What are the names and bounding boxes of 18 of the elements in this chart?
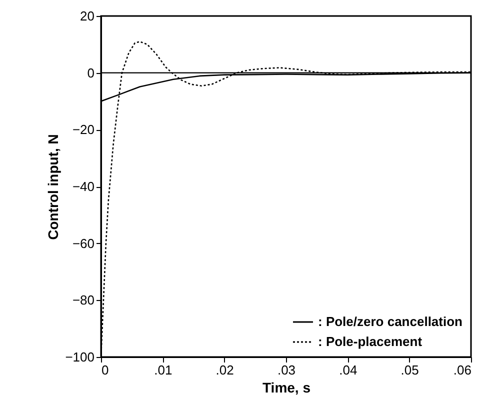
x-tick-label: .05 [400,362,419,378]
x-tick-label: .06 [453,362,472,378]
y-axis-title: Control input, N [45,134,62,240]
y-tick-label: 0 [87,65,94,80]
x-tick-label: 0 [102,362,109,378]
x-tick-label: .01 [154,362,172,378]
legend-label: : Pole/zero cancellation [318,314,463,329]
x-tick-label: .03 [277,362,296,378]
y-tick-label: −80 [72,292,94,308]
x-axis-title: Time, s [262,380,311,396]
y-tick-label: −60 [72,236,94,251]
y-tick-label: 20 [80,8,94,24]
y-tick-label: −20 [72,122,94,138]
x-tick-label: .04 [339,362,358,378]
y-tick-label: −40 [72,179,94,194]
y-tick-label: −100 [65,350,94,364]
x-tick-label: .02 [216,362,234,378]
legend-label: : Pole-placement [318,334,423,349]
